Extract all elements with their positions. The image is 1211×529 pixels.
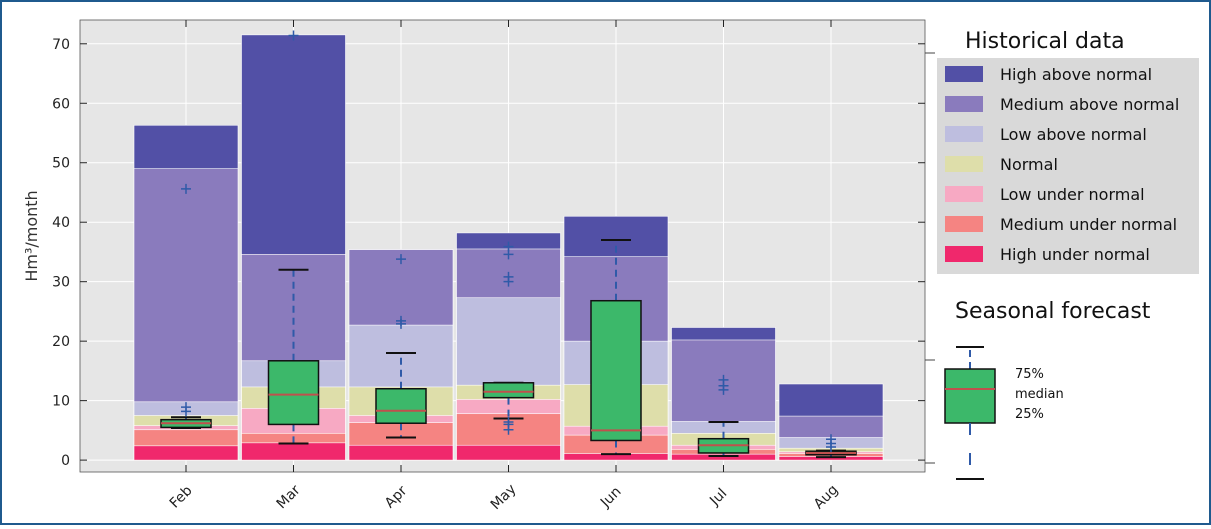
y-tick-label: 70 <box>52 37 70 53</box>
boxplot-Apr <box>375 254 427 439</box>
y-tick-label: 50 <box>52 156 70 172</box>
legend-label-2: Low above normal <box>1000 125 1147 144</box>
box <box>482 382 535 399</box>
legend-swatch-2 <box>945 126 983 142</box>
legend-forecast-title: Seasonal forecast <box>955 299 1151 324</box>
outlier-2 <box>826 434 836 445</box>
outlier-1 <box>181 402 191 413</box>
legend-forecast-boxplot <box>944 346 996 480</box>
legend-label-1: Medium above normal <box>1000 95 1179 114</box>
y-tick-label: 10 <box>52 394 70 410</box>
legend-forecast-label-25: 25% <box>1015 407 1044 422</box>
legend-swatch-4 <box>945 186 983 202</box>
legend-swatch-6 <box>945 246 983 262</box>
bar-Mar-high-under-normal <box>241 442 346 461</box>
y-axis-label: Hm³/month <box>22 190 41 281</box>
box <box>590 299 642 442</box>
y-tick-label: 30 <box>52 275 70 291</box>
outlier-0 <box>288 30 299 41</box>
outlier-4 <box>503 271 514 282</box>
legend-historical-title: Historical data <box>965 29 1125 54</box>
legend-historical-box: High above normal Medium above normal Low … <box>937 58 1199 274</box>
y-tick-label: 0 <box>61 453 70 469</box>
legend-label-3: Normal <box>1000 155 1058 174</box>
outlier-2 <box>718 374 729 385</box>
legend-forecast-label-75: 75% <box>1015 367 1044 382</box>
legend-swatch-0 <box>945 66 983 82</box>
legend-label-6: High under normal <box>1000 245 1150 264</box>
legend-swatch-5 <box>945 216 983 232</box>
outlier-2 <box>503 417 514 428</box>
y-tick-label: 20 <box>52 334 70 350</box>
outlier-2 <box>181 183 191 194</box>
legend-swatch-1 <box>945 96 983 112</box>
legend-forecast-label-median: median <box>1015 387 1064 402</box>
plot-border <box>79 19 926 473</box>
y-tick-label: 40 <box>52 215 70 231</box>
bar-Apr-high-under-normal <box>348 444 454 461</box>
boxplot-Jun <box>590 239 642 456</box>
outlier-6 <box>503 241 514 252</box>
forecast-boxplots <box>160 30 857 459</box>
boxplot-Feb <box>160 183 212 429</box>
box <box>267 360 320 426</box>
boxplot-Jul <box>697 374 750 457</box>
y-tick-label: 60 <box>52 96 70 112</box>
bar-Feb-high-under-normal <box>133 445 239 461</box>
outlier-2 <box>396 254 406 265</box>
boxplot-Aug <box>805 434 857 459</box>
boxplot-Mar <box>267 30 320 445</box>
legend-box <box>944 368 996 424</box>
bar-May-high-under-normal <box>456 444 561 461</box>
box <box>375 387 427 424</box>
legend: High above normal Medium above normal Low … <box>925 29 1199 480</box>
outlier-1 <box>396 315 406 326</box>
legend-swatch-3 <box>945 156 983 172</box>
legend-label-5: Medium under normal <box>1000 215 1177 234</box>
legend-label-0: High above normal <box>1000 65 1152 84</box>
boxplot-May <box>482 241 535 435</box>
legend-label-4: Low under normal <box>1000 185 1145 204</box>
